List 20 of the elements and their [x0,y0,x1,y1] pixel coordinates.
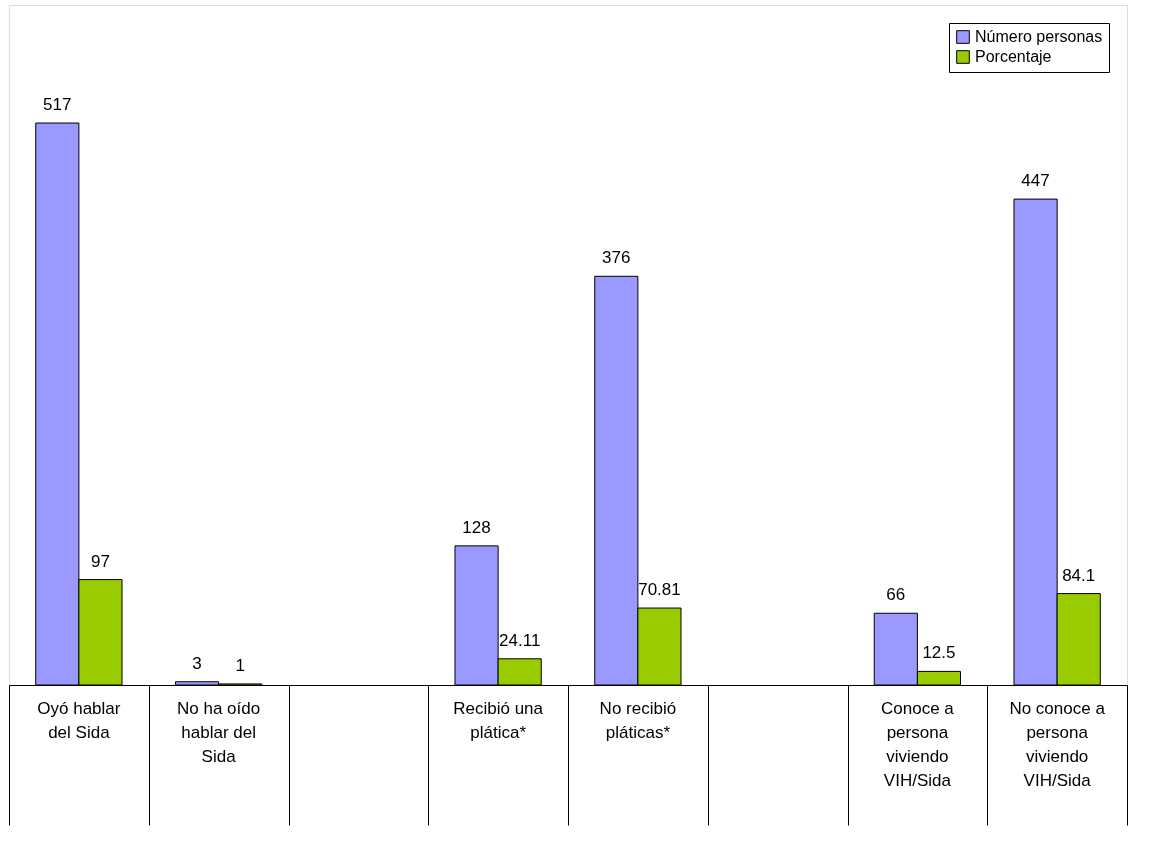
data-label: 3 [192,653,202,673]
data-label: 376 [602,248,631,268]
x-tick-label: No ha oído hablar del Sida [177,699,261,766]
x-tick-label: Recibió una plática* [453,699,544,742]
data-label: 517 [43,95,72,115]
data-label: 97 [90,551,110,571]
data-label: 447 [1021,171,1050,191]
data-label: 128 [462,517,491,537]
data-label: 70.81 [638,580,681,600]
legend-label: Número personas [975,28,1103,45]
data-label: 12.5 [922,643,956,663]
x-tick-label: No recibió pláticas* [599,699,677,742]
data-label: 24.11 [499,630,541,650]
x-tick-label: Oyó hablar del Sida [37,699,121,742]
x-tick-label: No conoce a persona viviendo VIH/Sida [1009,699,1106,790]
legend-label: Porcentaje [975,48,1052,65]
data-label: 84.1 [1062,565,1096,585]
x-tick-label: Conoce a persona viviendo VIH/Sida [880,699,955,790]
data-label: 66 [886,585,906,605]
data-label: 1 [235,655,245,675]
